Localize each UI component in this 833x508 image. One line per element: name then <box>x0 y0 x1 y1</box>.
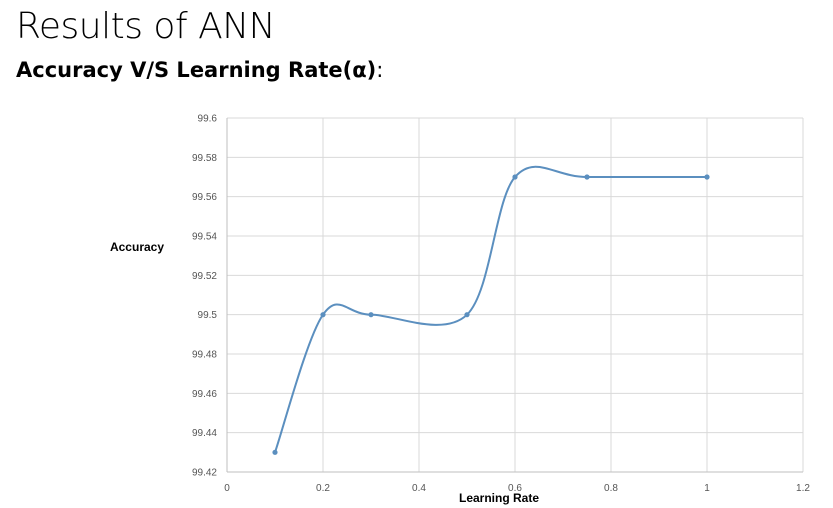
x-tick-label: 0 <box>224 483 230 494</box>
x-tick-label: 1 <box>704 483 710 494</box>
data-point <box>704 174 710 180</box>
subtitle-text: Accuracy V/S Learning Rate(α) <box>16 58 377 82</box>
y-tick-label: 99.6 <box>198 114 218 125</box>
x-tick-label: 0.4 <box>412 483 426 494</box>
data-point <box>512 174 518 180</box>
slide-title: Results of ANN <box>16 6 276 47</box>
y-tick-label: 99.42 <box>192 468 217 479</box>
x-axis-title: Learning Rate <box>459 491 539 505</box>
x-tick-label: 0.6 <box>508 483 522 494</box>
data-point <box>368 312 374 318</box>
y-tick-label: 99.58 <box>192 153 217 164</box>
series-line <box>274 165 707 453</box>
y-tick-label: 99.44 <box>192 428 217 439</box>
x-tick-label: 0.8 <box>604 483 618 494</box>
y-tick-label: 99.52 <box>192 271 217 282</box>
x-tick-label: 1.2 <box>796 483 810 494</box>
x-tick-label: 0.2 <box>316 483 330 494</box>
y-tick-label: 99.46 <box>192 389 217 400</box>
y-tick-label: 99.5 <box>198 310 218 321</box>
data-point <box>584 174 590 180</box>
y-tick-label: 99.54 <box>192 232 217 243</box>
y-axis-title: Accuracy <box>110 240 164 254</box>
series <box>272 165 710 455</box>
y-tick-label: 99.48 <box>192 350 217 361</box>
data-point <box>320 312 326 318</box>
axes <box>226 118 803 473</box>
y-tick-label: 99.56 <box>192 192 217 203</box>
grid <box>226 117 804 473</box>
slide-subtitle: Accuracy V/S Learning Rate(α): <box>16 58 383 82</box>
subtitle-colon: : <box>376 58 384 82</box>
data-point <box>272 449 278 455</box>
data-point <box>464 312 470 318</box>
tick-labels: 99.42 99.44 99.46 99.48 99.5 99.52 99.54 99.56 9… <box>192 114 810 495</box>
